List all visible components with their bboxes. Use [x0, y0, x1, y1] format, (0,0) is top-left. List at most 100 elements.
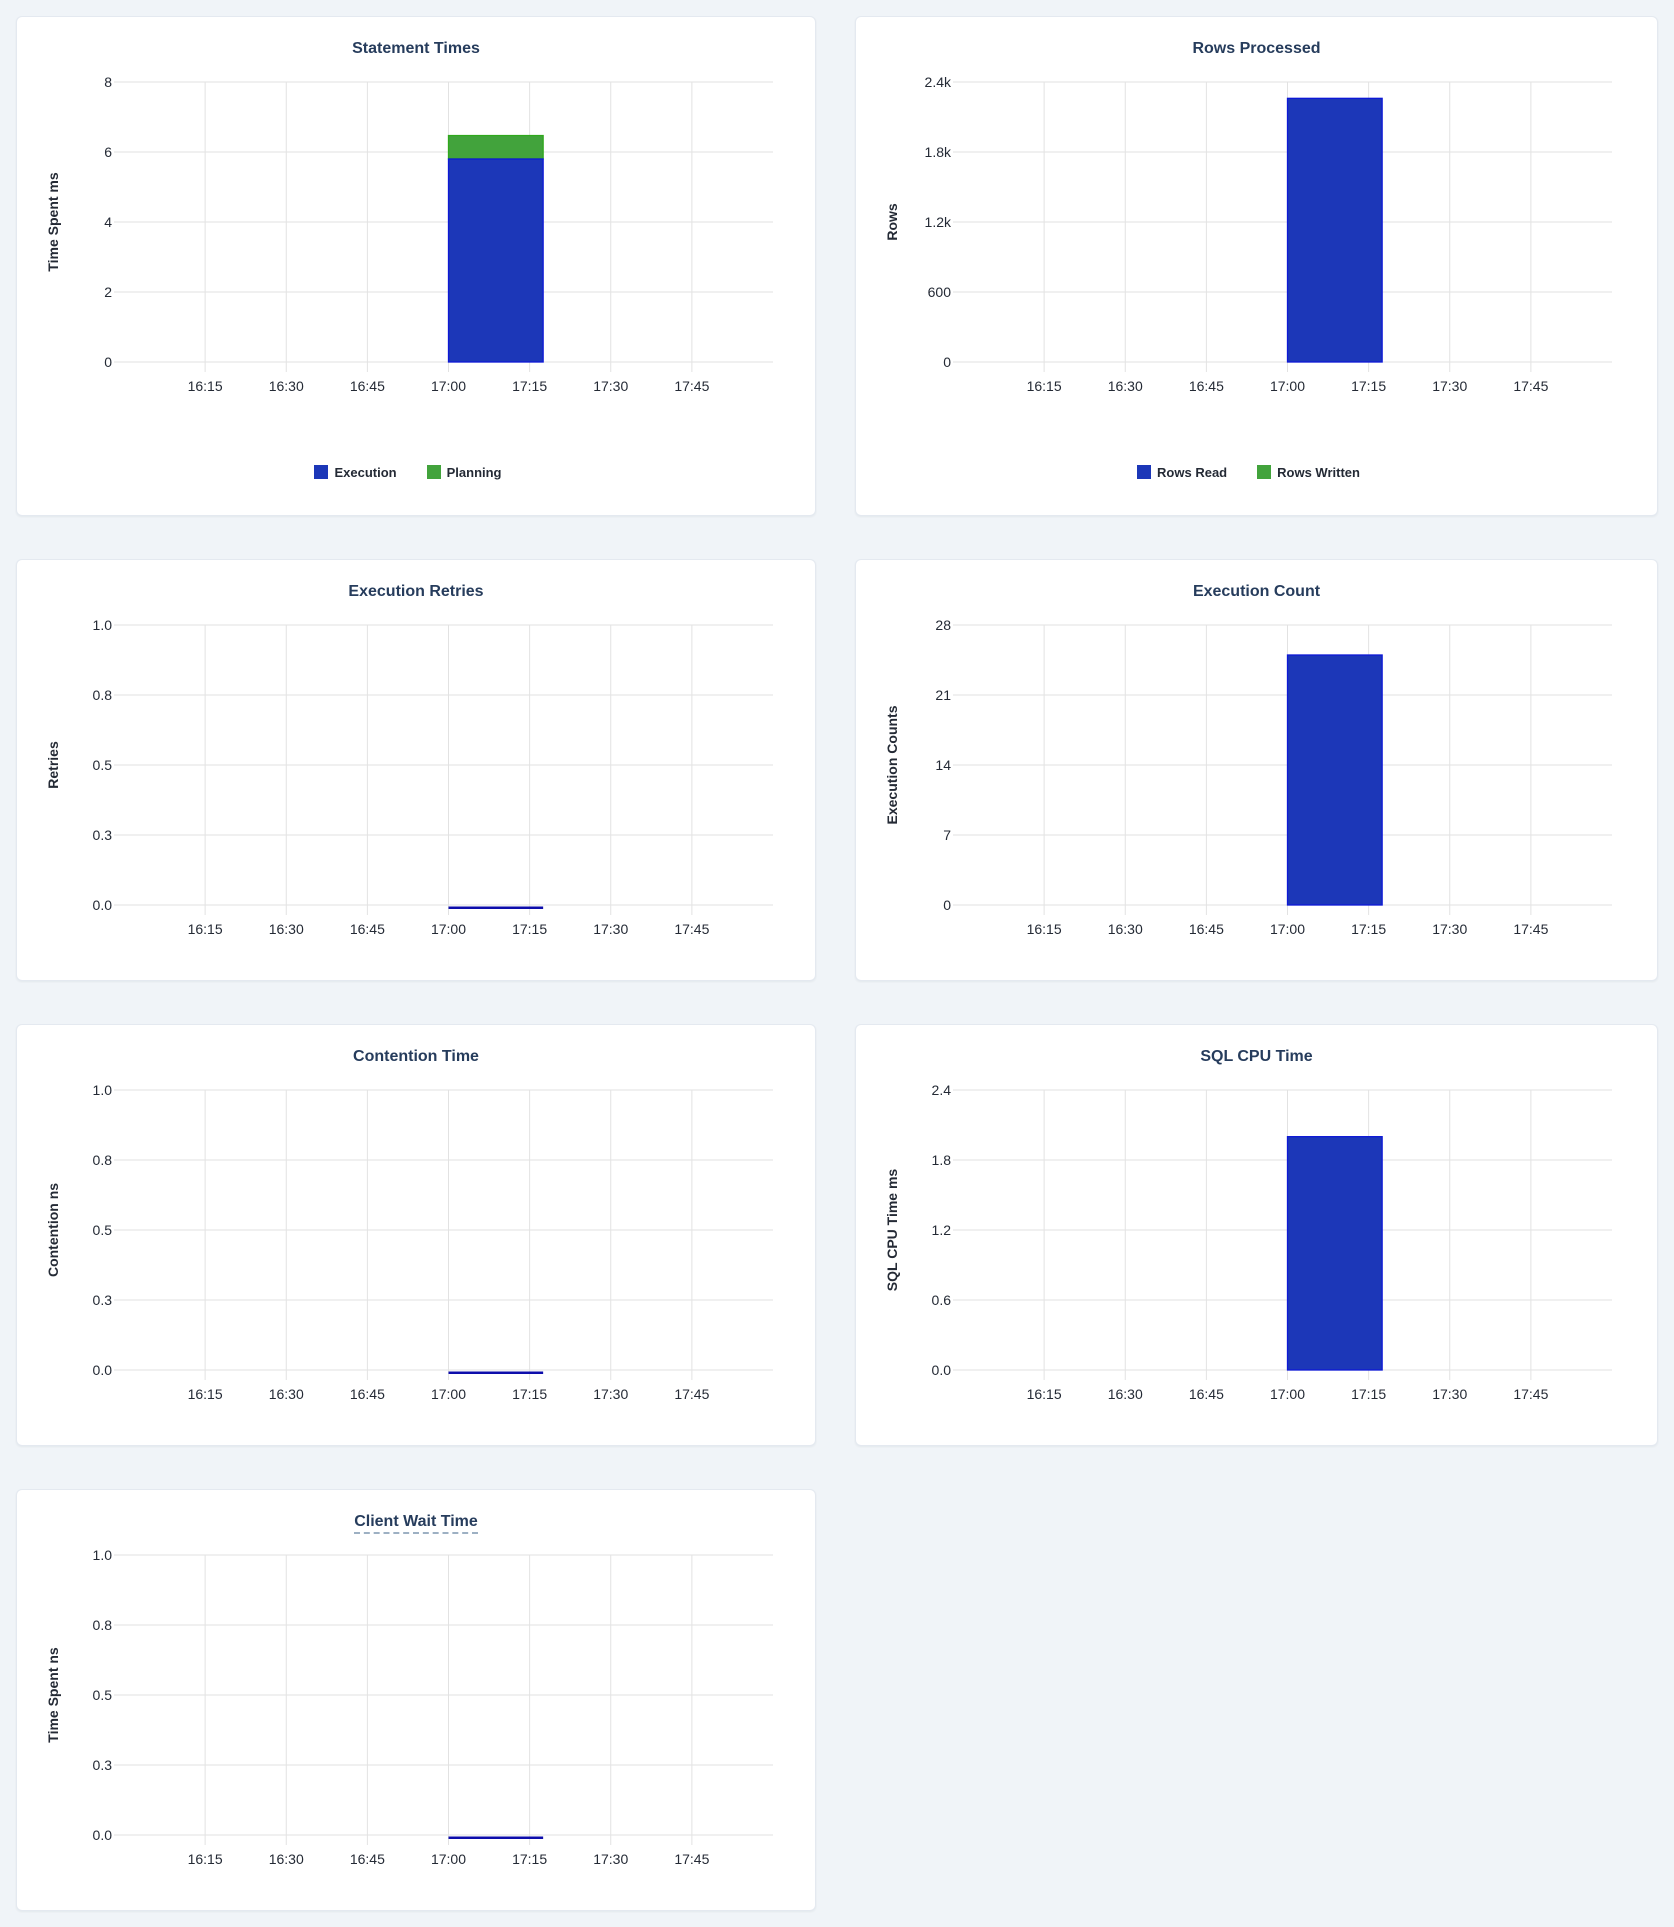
svg-text:0.3: 0.3: [93, 1292, 113, 1308]
chart-title-client-wait-time[interactable]: Client Wait Time: [17, 1512, 815, 1534]
chart-title-tooltip-underline[interactable]: Client Wait Time: [354, 1513, 478, 1534]
svg-text:17:15: 17:15: [512, 378, 547, 394]
svg-text:0.0: 0.0: [932, 1362, 952, 1378]
svg-text:Time Spent ms: Time Spent ms: [45, 172, 61, 272]
legend-label-execution: Execution: [334, 464, 397, 480]
svg-text:17:30: 17:30: [1432, 921, 1467, 937]
svg-text:1.8k: 1.8k: [925, 144, 952, 160]
chart-title-execution-count: Execution Count: [1192, 583, 1321, 600]
svg-text:17:00: 17:00: [431, 1851, 466, 1867]
svg-text:0: 0: [104, 354, 112, 370]
chart-title-execution-retries: Execution Retries: [348, 583, 484, 600]
chart-title-rows-processed: Rows Processed: [1192, 40, 1321, 57]
svg-text:16:15: 16:15: [1027, 1386, 1062, 1402]
svg-text:17:45: 17:45: [1513, 378, 1548, 394]
svg-text:17:30: 17:30: [593, 1386, 628, 1402]
chart-card-rows-processed: Rows Processed 0 600 1.2k 1.8k 2.4k 16:15 16:3…: [855, 16, 1658, 516]
svg-text:2.4: 2.4: [932, 1082, 952, 1098]
svg-text:0.8: 0.8: [93, 687, 113, 703]
chart-card-statement-times: Statement Times 0 2 4 6 8 16:15 16:30 16:45 17:0…: [16, 16, 816, 516]
chart-legend-rows-processed: Rows Read Rows Written: [856, 458, 1657, 486]
svg-text:16:45: 16:45: [1189, 378, 1224, 394]
chart-plot-sql-cpu-time[interactable]: 0.0 0.6 1.2 1.8 2.4 16:15 16:30 16:45 17:00 17:15…: [856, 1025, 1657, 1445]
svg-text:0.3: 0.3: [93, 1757, 113, 1773]
svg-text:16:30: 16:30: [269, 1386, 304, 1402]
chart-plot-rows-processed[interactable]: 0 600 1.2k 1.8k 2.4k 16:15 16:30 16:45 17:00 17:1…: [856, 17, 1657, 515]
svg-text:4: 4: [104, 214, 112, 230]
svg-text:16:45: 16:45: [350, 378, 385, 394]
legend-item-planning: Planning: [426, 464, 502, 480]
chart-card-execution-retries: Execution Retries 0.0 0.3 0.5 0.8 1.0 16:15 16…: [16, 559, 816, 981]
svg-text:16:45: 16:45: [350, 1386, 385, 1402]
svg-text:17:45: 17:45: [674, 1386, 709, 1402]
svg-text:17:45: 17:45: [674, 1851, 709, 1867]
chart-legend-statement-times: Execution Planning: [17, 458, 815, 486]
chart-plot-statement-times[interactable]: 0 2 4 6 8 16:15 16:30 16:45 17:00 17:15 17:30 17:45…: [17, 17, 815, 515]
svg-text:17:15: 17:15: [1351, 1386, 1386, 1402]
svg-text:16:15: 16:15: [188, 378, 223, 394]
svg-text:2: 2: [104, 284, 112, 300]
svg-text:Rows: Rows: [884, 203, 900, 241]
svg-text:Time Spent ns: Time Spent ns: [45, 1647, 61, 1743]
chart-plot-client-wait-time[interactable]: 0.0 0.3 0.5 0.8 1.0 16:15 16:30 16:45 17:00 17:15…: [17, 1490, 815, 1910]
svg-text:16:30: 16:30: [1108, 378, 1143, 394]
svg-text:Execution Counts: Execution Counts: [884, 705, 900, 824]
svg-text:1.0: 1.0: [93, 1082, 113, 1098]
svg-text:17:30: 17:30: [593, 921, 628, 937]
chart-title-statement-times: Statement Times: [352, 40, 480, 57]
svg-text:21: 21: [935, 687, 951, 703]
svg-text:17:30: 17:30: [593, 1851, 628, 1867]
chart-card-client-wait-time: Client Wait Time 0.0 0.3 0.5 0.8 1.0 16:15 16:…: [16, 1489, 816, 1911]
svg-text:16:45: 16:45: [350, 1851, 385, 1867]
chart-plot-execution-retries[interactable]: 0.0 0.3 0.5 0.8 1.0 16:15 16:30 16:45 17:00 17:15…: [17, 560, 815, 980]
svg-text:16:30: 16:30: [269, 921, 304, 937]
svg-text:16:15: 16:15: [188, 921, 223, 937]
svg-text:7: 7: [943, 827, 951, 843]
svg-text:28: 28: [935, 617, 951, 633]
svg-text:1.2: 1.2: [932, 1222, 952, 1238]
svg-text:17:15: 17:15: [1351, 378, 1386, 394]
svg-text:16:30: 16:30: [1108, 1386, 1143, 1402]
legend-swatch-planning: [426, 465, 441, 479]
svg-text:17:00: 17:00: [1270, 1386, 1305, 1402]
legend-label-planning: Planning: [446, 464, 502, 480]
svg-text:0.5: 0.5: [93, 1687, 113, 1703]
chart-card-contention-time: Contention Time 0.0 0.3 0.5 0.8 1.0 16:15 16:3…: [16, 1024, 816, 1446]
svg-text:17:30: 17:30: [593, 378, 628, 394]
svg-text:0.3: 0.3: [93, 827, 113, 843]
svg-text:1.8: 1.8: [932, 1152, 952, 1168]
legend-item-rows-read: Rows Read: [1137, 465, 1227, 480]
svg-text:600: 600: [928, 284, 952, 300]
legend-swatch-execution: [314, 465, 329, 479]
svg-text:16:30: 16:30: [269, 378, 304, 394]
svg-text:17:00: 17:00: [431, 378, 466, 394]
svg-text:0.6: 0.6: [932, 1292, 952, 1308]
svg-text:0.8: 0.8: [93, 1617, 113, 1633]
svg-text:16:30: 16:30: [1108, 921, 1143, 937]
svg-text:16:15: 16:15: [188, 1851, 223, 1867]
svg-text:17:15: 17:15: [512, 1386, 547, 1402]
svg-text:0: 0: [943, 354, 951, 370]
svg-text:17:15: 17:15: [512, 921, 547, 937]
svg-text:17:45: 17:45: [1513, 921, 1548, 937]
svg-text:16:45: 16:45: [1189, 921, 1224, 937]
svg-text:16:15: 16:15: [1027, 378, 1062, 394]
svg-text:SQL CPU Time ms: SQL CPU Time ms: [884, 1169, 900, 1292]
svg-text:0.5: 0.5: [93, 757, 113, 773]
svg-text:16:15: 16:15: [1027, 921, 1062, 937]
svg-text:0.0: 0.0: [93, 897, 113, 913]
legend-swatch-rows-read: [1137, 465, 1152, 479]
svg-text:17:45: 17:45: [674, 378, 709, 394]
svg-text:0.5: 0.5: [93, 1222, 113, 1238]
svg-text:6: 6: [104, 144, 112, 160]
chart-plot-execution-count[interactable]: 0 7 14 21 28 16:15 16:30 16:45 17:00 17:15 17:30 17…: [856, 560, 1657, 980]
legend-item-rows-written: Rows Written: [1257, 465, 1360, 480]
svg-text:1.0: 1.0: [93, 1547, 113, 1563]
svg-text:2.4k: 2.4k: [925, 74, 952, 90]
chart-plot-contention-time[interactable]: 0.0 0.3 0.5 0.8 1.0 16:15 16:30 16:45 17:00 17:15…: [17, 1025, 815, 1445]
svg-text:17:45: 17:45: [1513, 1386, 1548, 1402]
svg-text:Retries: Retries: [45, 741, 61, 789]
svg-text:17:45: 17:45: [674, 921, 709, 937]
legend-label-rows-read: Rows Read: [1157, 464, 1228, 480]
